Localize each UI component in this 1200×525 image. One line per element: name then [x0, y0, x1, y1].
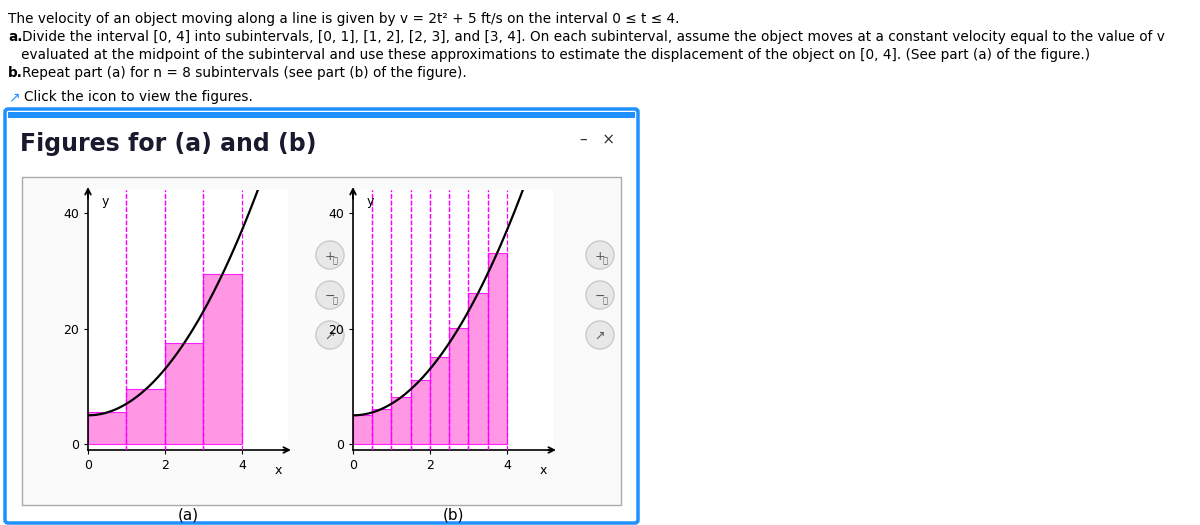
Text: −: − [595, 289, 605, 302]
Circle shape [586, 281, 614, 309]
Text: Figures for (a) and (b): Figures for (a) and (b) [20, 132, 317, 156]
Text: x: x [540, 465, 547, 477]
Text: y: y [366, 195, 374, 208]
Bar [468, 293, 487, 444]
Text: y: y [102, 195, 109, 208]
Text: ↗: ↗ [325, 330, 335, 342]
Text: −: − [325, 289, 335, 302]
Text: ↗: ↗ [8, 90, 19, 104]
Text: x: x [275, 465, 282, 477]
Text: –   ×: – × [580, 132, 616, 147]
Text: Repeat part (a) for n = 8 subintervals (see part (b) of the figure).: Repeat part (a) for n = 8 subintervals (… [22, 66, 467, 80]
Bar [8, 112, 635, 118]
Circle shape [586, 321, 614, 349]
Bar [487, 253, 506, 444]
Text: (a): (a) [178, 507, 198, 522]
Circle shape [316, 281, 344, 309]
Text: +: + [325, 249, 335, 262]
Bar [449, 328, 468, 444]
Text: a.: a. [8, 30, 23, 44]
Text: Click the icon to view the figures.: Click the icon to view the figures. [24, 90, 253, 104]
Bar [410, 380, 430, 444]
Bar [391, 397, 410, 444]
Circle shape [586, 241, 614, 269]
Bar [430, 357, 449, 444]
Text: (b): (b) [443, 507, 463, 522]
Text: 🔍: 🔍 [602, 297, 607, 306]
FancyBboxPatch shape [5, 109, 638, 523]
Bar [22, 177, 622, 505]
Bar [203, 274, 242, 444]
Bar [88, 413, 126, 444]
Text: evaluated at the midpoint of the subinterval and use these approximations to est: evaluated at the midpoint of the subinte… [8, 48, 1090, 62]
Text: ↗: ↗ [595, 330, 605, 342]
Text: b.: b. [8, 66, 23, 80]
Text: +: + [595, 249, 605, 262]
Circle shape [316, 241, 344, 269]
Text: The velocity of an object moving along a line is given by v = 2t² + 5 ft/s on th: The velocity of an object moving along a… [8, 12, 679, 26]
Text: 🔍: 🔍 [602, 257, 607, 266]
Text: 🔍: 🔍 [332, 297, 337, 306]
Bar [353, 415, 372, 444]
Bar [372, 409, 391, 444]
Text: Divide the interval [0, 4] into subintervals, [0, 1], [1, 2], [2, 3], and [3, 4]: Divide the interval [0, 4] into subinter… [22, 30, 1165, 44]
Bar [164, 343, 203, 444]
Bar [126, 390, 164, 444]
Text: 🔍: 🔍 [332, 257, 337, 266]
Circle shape [316, 321, 344, 349]
